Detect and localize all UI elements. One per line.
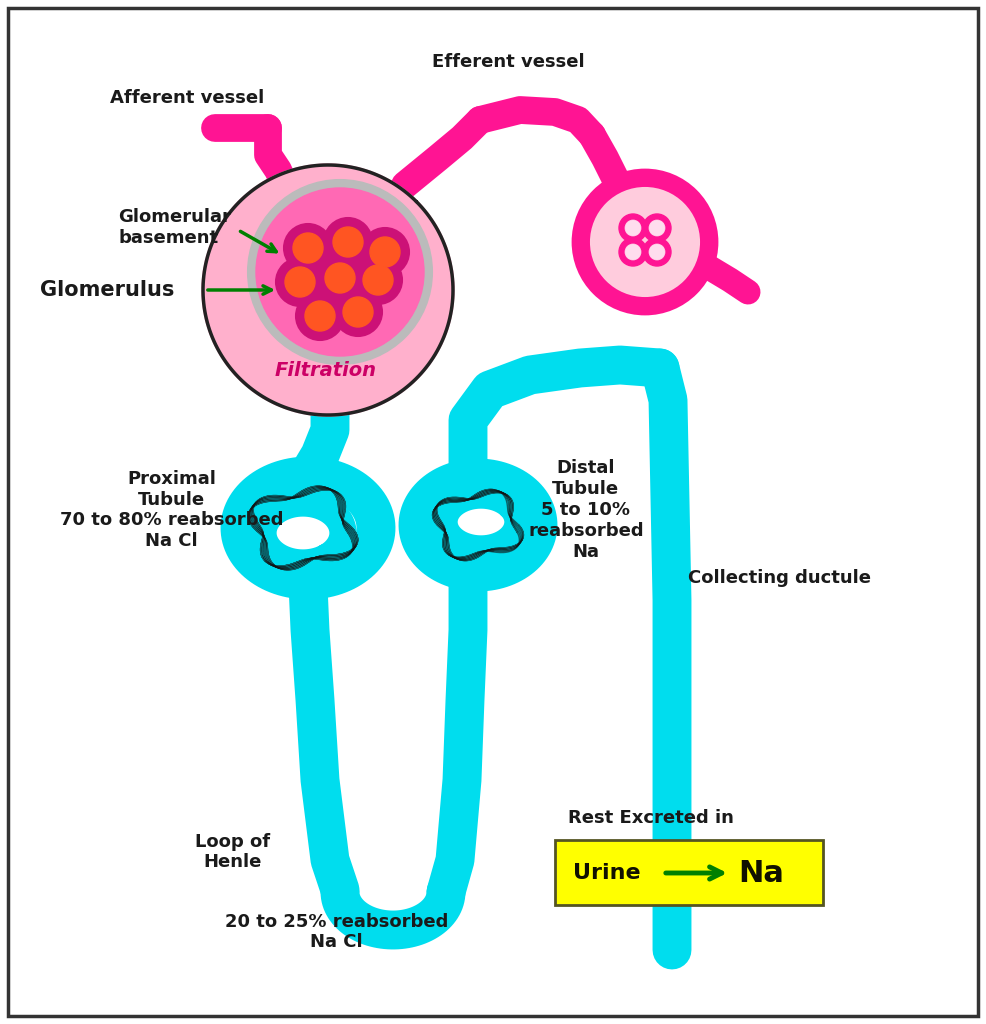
- Text: Glomerulus: Glomerulus: [40, 280, 175, 300]
- Circle shape: [203, 165, 453, 415]
- FancyBboxPatch shape: [555, 840, 823, 905]
- Circle shape: [284, 224, 332, 272]
- Text: Loop of
Henle: Loop of Henle: [195, 833, 270, 871]
- Circle shape: [354, 256, 402, 304]
- Circle shape: [361, 228, 409, 276]
- Circle shape: [296, 292, 344, 340]
- Circle shape: [293, 233, 323, 263]
- Circle shape: [285, 267, 315, 297]
- Text: Urine: Urine: [573, 863, 641, 883]
- Circle shape: [276, 258, 324, 306]
- Circle shape: [619, 214, 647, 242]
- Circle shape: [248, 180, 432, 364]
- Circle shape: [649, 244, 665, 260]
- Circle shape: [643, 238, 671, 266]
- Circle shape: [643, 214, 671, 242]
- Circle shape: [619, 238, 647, 266]
- Text: Rest Excreted in: Rest Excreted in: [568, 809, 734, 827]
- Text: Na: Na: [738, 858, 784, 888]
- Circle shape: [324, 218, 372, 266]
- Text: Glomerular
basement: Glomerular basement: [118, 208, 231, 247]
- Circle shape: [256, 188, 424, 356]
- Text: Afferent vessel: Afferent vessel: [110, 89, 264, 106]
- Circle shape: [325, 263, 355, 293]
- Circle shape: [316, 254, 364, 302]
- Text: Filtration: Filtration: [275, 360, 377, 380]
- Circle shape: [334, 288, 382, 336]
- Circle shape: [305, 301, 335, 331]
- Circle shape: [370, 237, 400, 267]
- Text: Proximal
Tubule
70 to 80% reabsorbed
Na Cl: Proximal Tubule 70 to 80% reabsorbed Na …: [60, 470, 284, 550]
- Text: Collecting ductule: Collecting ductule: [688, 569, 871, 587]
- Text: 20 to 25% reabsorbed
Na Cl: 20 to 25% reabsorbed Na Cl: [225, 912, 449, 951]
- Text: Distal
Tubule
5 to 10%
reabsorbed
Na: Distal Tubule 5 to 10% reabsorbed Na: [528, 460, 644, 560]
- Circle shape: [649, 220, 665, 236]
- Circle shape: [591, 188, 699, 296]
- Circle shape: [625, 220, 641, 236]
- Circle shape: [573, 170, 717, 314]
- Circle shape: [625, 244, 641, 260]
- Text: Efferent vessel: Efferent vessel: [432, 53, 585, 71]
- Circle shape: [363, 265, 393, 295]
- Circle shape: [343, 297, 373, 327]
- Circle shape: [333, 227, 363, 257]
